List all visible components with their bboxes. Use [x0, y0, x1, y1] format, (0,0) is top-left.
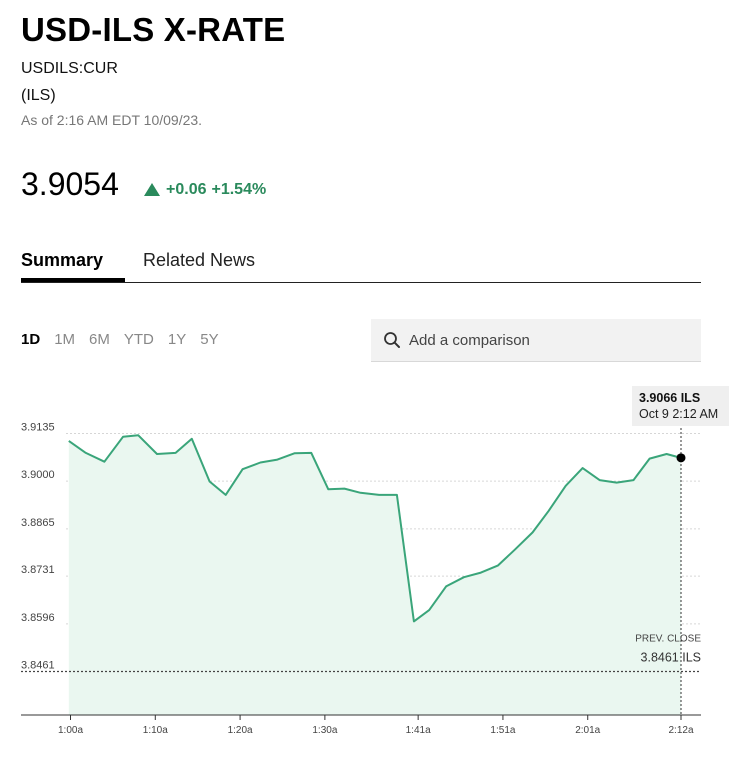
currency-label: (ILS) — [21, 87, 56, 104]
x-tick-label: 1:41a — [406, 725, 431, 736]
range-1m[interactable]: 1M — [54, 331, 76, 348]
range-1d[interactable]: 1D — [21, 331, 41, 348]
y-tick-label: 3.8865 — [21, 517, 55, 529]
x-tick-label: 1:51a — [490, 725, 515, 736]
add-comparison-input[interactable]: Add a comparison — [371, 319, 701, 362]
change-value: +0.06 — [166, 181, 207, 198]
price-chart[interactable]: 3.9135 3.9000 3.8865 3.8731 3.8596 3.8461 PREV… — [0, 380, 745, 761]
last-point-marker — [676, 453, 686, 463]
y-tick-label: 3.8461 — [21, 660, 55, 672]
range-selector: 1D 1M 6M YTD 1Y 5Y — [21, 331, 233, 348]
range-6m[interactable]: 6M — [89, 331, 110, 348]
y-tick-label: 3.8596 — [21, 612, 55, 624]
tooltip-value: 3.9066 ILS — [639, 391, 700, 405]
x-tick-label: 1:20a — [228, 725, 253, 736]
search-icon — [384, 332, 400, 348]
tab-bar: Summary Related News — [21, 250, 701, 283]
price-change: +0.06 +1.54% — [144, 181, 266, 199]
ticker-symbol: USDILS:CUR — [21, 60, 118, 77]
as-of-timestamp: As of 2:16 AM EDT 10/09/23. — [21, 112, 203, 128]
y-tick-label: 3.9135 — [21, 422, 55, 434]
current-price: 3.9054 — [21, 166, 119, 202]
price-line — [68, 434, 682, 623]
price-area — [68, 435, 682, 715]
y-tick-label: 3.9000 — [21, 469, 55, 481]
range-1y[interactable]: 1Y — [167, 331, 187, 348]
change-percent: +1.54% — [211, 181, 267, 198]
page-title: USD-ILS X-RATE — [21, 11, 286, 48]
tooltip-box — [632, 386, 729, 426]
prev-close-value: 3.8461 ILS — [641, 651, 701, 665]
x-tick-label: 1:10a — [143, 725, 168, 736]
range-ytd[interactable]: YTD — [123, 331, 154, 348]
y-tick-label: 3.8731 — [21, 564, 55, 576]
up-arrow-icon — [144, 182, 160, 196]
tooltip-time: Oct 9 2:12 AM — [639, 407, 718, 421]
comparison-placeholder: Add a comparison — [409, 331, 530, 349]
x-tick-label: 2:01a — [575, 725, 600, 736]
tab-summary[interactable]: Summary — [21, 250, 126, 282]
tab-related-news[interactable]: Related News — [143, 250, 256, 270]
x-tick-label: 2:12a — [668, 725, 693, 736]
x-tick-label: 1:00a — [58, 725, 83, 736]
x-tick-label: 1:30a — [312, 725, 337, 736]
range-5y[interactable]: 5Y — [200, 331, 219, 348]
prev-close-label: PREV. CLOSE — [635, 634, 701, 645]
